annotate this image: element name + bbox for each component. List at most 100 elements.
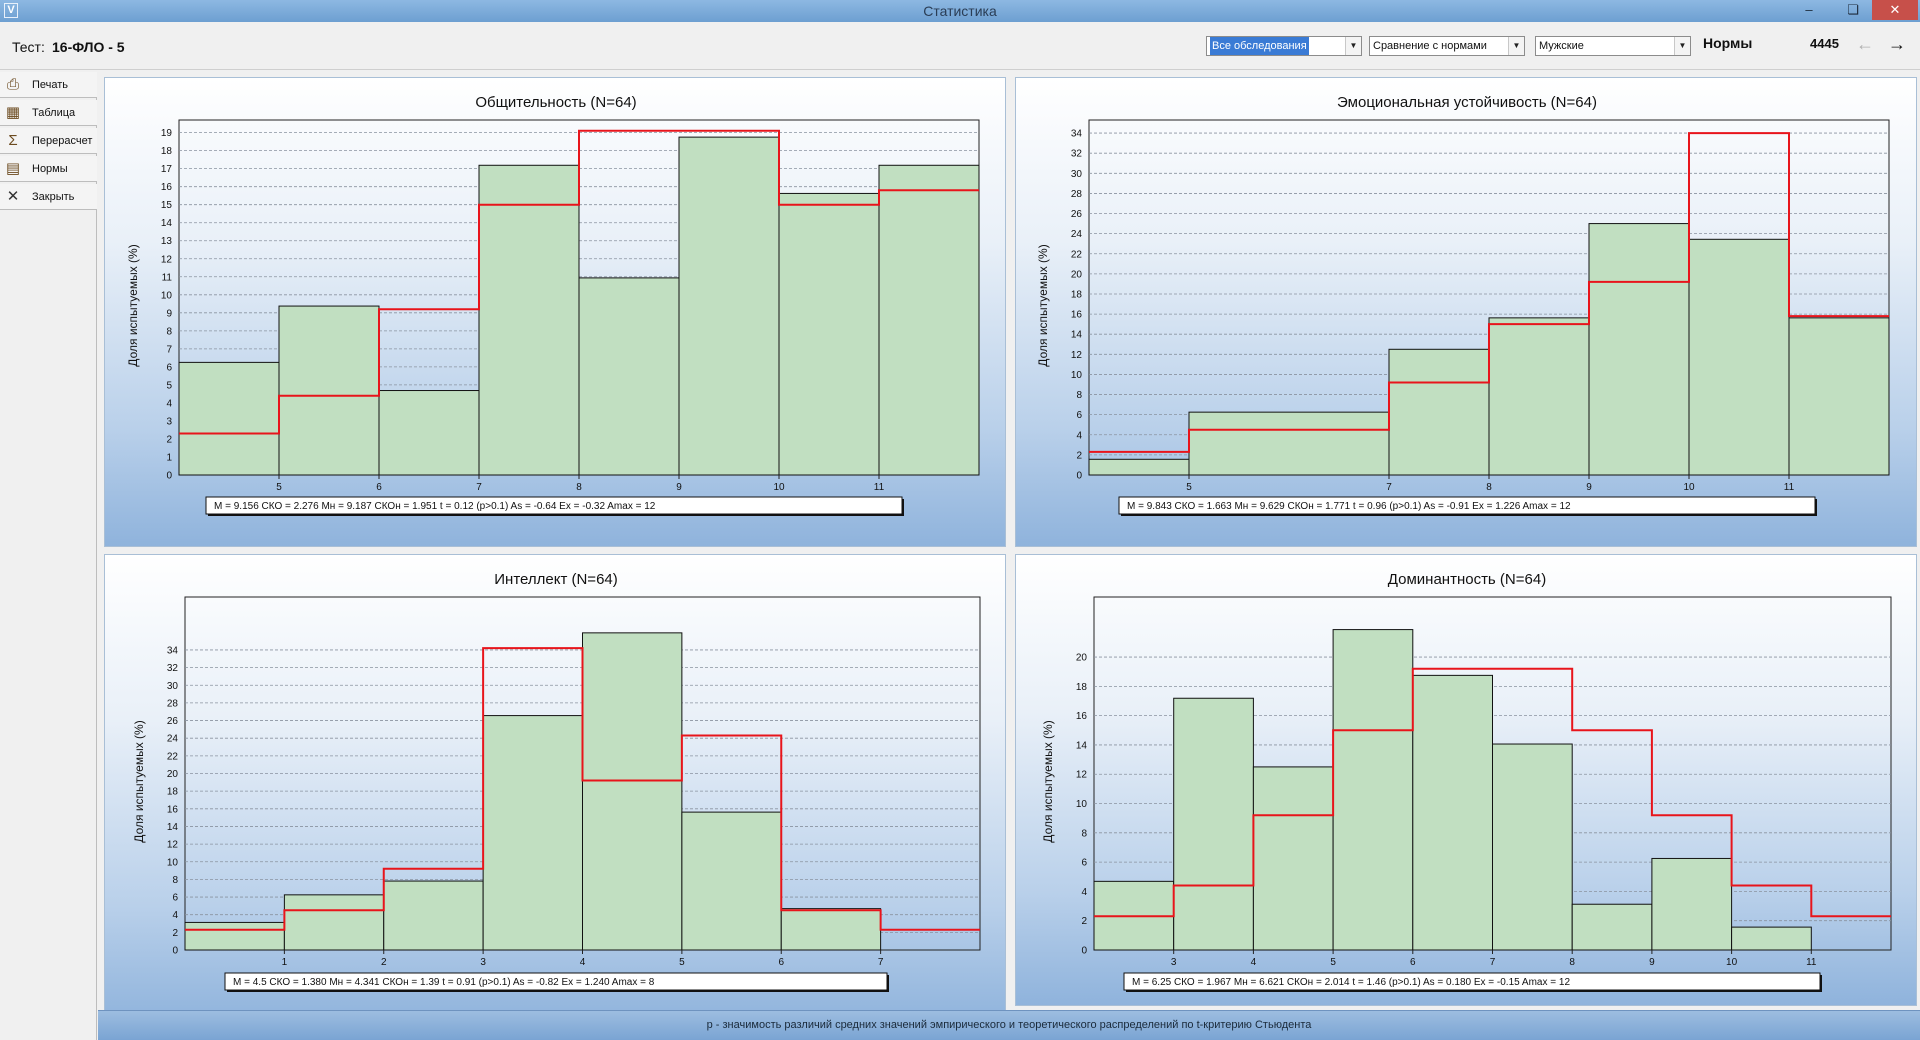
- norms-chart-icon: ▤: [5, 160, 21, 177]
- histogram-bar: [278, 305, 380, 476]
- y-tick-label: 6: [1076, 410, 1082, 421]
- x-tick-label: 6: [778, 957, 784, 968]
- chart-intellect: Интеллект (N=64)024681012141618202224262…: [132, 571, 981, 992]
- printer-icon: ⎙: [6, 76, 19, 93]
- x-tick-label: 4: [1251, 957, 1257, 968]
- x-tick-label: 7: [1386, 482, 1392, 493]
- y-tick-label: 14: [167, 822, 179, 833]
- y-tick-label: 34: [167, 645, 179, 656]
- histogram-bar: [578, 277, 680, 476]
- y-tick-label: 16: [1076, 711, 1088, 722]
- histogram-bar: [1688, 238, 1790, 476]
- x-tick-label: 7: [1490, 957, 1496, 968]
- y-tick-label: 28: [1071, 189, 1083, 200]
- y-tick-label: 18: [1076, 682, 1088, 693]
- histogram-bar: [1788, 317, 1890, 476]
- minimize-button[interactable]: –: [1805, 2, 1813, 17]
- y-tick-label: 17: [161, 164, 173, 175]
- y-tick-label: 4: [1076, 430, 1082, 441]
- x-tick-label: 3: [1171, 957, 1177, 968]
- y-tick-label: 24: [1071, 229, 1083, 240]
- x-tick-label: 10: [773, 482, 785, 493]
- histogram-bar: [1388, 348, 1490, 476]
- print-button[interactable]: ⎙ Печать: [0, 72, 97, 98]
- y-tick-label: 3: [166, 416, 172, 427]
- recalc-icon: Σ: [8, 132, 18, 149]
- y-tick-label: 22: [1071, 249, 1083, 260]
- y-tick-label: 1: [166, 452, 172, 463]
- y-tick-label: 0: [172, 946, 178, 957]
- histogram-bar: [678, 136, 780, 476]
- chevron-down-icon[interactable]: ▼: [1674, 37, 1690, 55]
- x-tick-label: 5: [276, 482, 282, 493]
- chart-title: Общительность (N=64): [475, 94, 636, 111]
- histogram-bar: [178, 361, 280, 476]
- arrow-right-icon[interactable]: →: [1888, 34, 1906, 54]
- y-tick-label: 4: [1081, 887, 1087, 898]
- x-tick-label: 10: [1683, 482, 1695, 493]
- stats-text: M = 6.25 СКО = 1.967 Мн = 6.621 СКОн = 2…: [1132, 977, 1570, 988]
- norms-label: Нормы: [1703, 35, 1753, 51]
- title-bar: V Статистика – ❏ ✕: [0, 0, 1920, 22]
- x-tick-label: 6: [1410, 957, 1416, 968]
- app-logo-icon: V: [4, 3, 18, 18]
- histogram-bar: [1571, 903, 1653, 951]
- histogram-bar: [383, 880, 484, 951]
- sidebar: ⎙ Печать ▦ Таблица Σ Перерасчет ▤ Нормы …: [0, 72, 97, 1040]
- y-tick-label: 16: [167, 804, 179, 815]
- y-tick-label: 10: [161, 290, 173, 301]
- histogram-bar: [1332, 629, 1414, 951]
- y-tick-label: 8: [1076, 390, 1082, 401]
- x-tick-label: 8: [1486, 482, 1492, 493]
- y-tick-label: 4: [166, 398, 172, 409]
- chart-title: Интеллект (N=64): [494, 571, 618, 588]
- close-button[interactable]: ✕ Закрыть: [0, 184, 97, 210]
- chart-panel-dominance: Доминантность (N=64) 0 2 4 6 8 10 12 14 16 18 20 3 4 5…: [1015, 554, 1917, 1006]
- mode-select[interactable]: Сравнение с нормами ▼: [1369, 36, 1525, 56]
- chevron-down-icon[interactable]: ▼: [1508, 37, 1524, 55]
- y-tick-label: 10: [167, 857, 179, 868]
- exam-select[interactable]: Все обследования ▼: [1206, 36, 1362, 56]
- norms-button-label: Нормы: [32, 163, 68, 175]
- recalc-button[interactable]: Σ Перерасчет: [0, 128, 97, 154]
- x-tick-label: 11: [1806, 957, 1817, 968]
- norms-button[interactable]: ▤ Нормы: [0, 156, 97, 182]
- y-tick-label: 13: [161, 236, 173, 247]
- y-tick-label: 34: [1071, 129, 1083, 140]
- chevron-down-icon[interactable]: ▼: [1345, 37, 1361, 55]
- norm-line: [179, 129, 979, 435]
- gender-select[interactable]: Мужские ▼: [1535, 36, 1691, 56]
- y-tick-label: 18: [161, 146, 173, 157]
- test-name: 16-ФЛО - 5: [52, 39, 125, 55]
- gender-select-value: Мужские: [1539, 40, 1584, 52]
- chart-panel-intellect: Интеллект (N=64) 0 2 4 6 8 10 12 14 16 18 20 22 24 26 2…: [104, 554, 1006, 1024]
- x-tick-label: 2: [381, 957, 387, 968]
- y-tick-label: 5: [166, 380, 172, 391]
- y-tick-label: 6: [166, 362, 172, 373]
- footer-note: p - значимость различий средних значений…: [98, 1010, 1920, 1040]
- stats-box: [224, 972, 888, 991]
- y-tick-label: 0: [1076, 471, 1082, 482]
- window-title: Статистика: [923, 3, 997, 19]
- restore-button[interactable]: ❏: [1847, 2, 1859, 17]
- close-window-button[interactable]: ✕: [1872, 0, 1918, 20]
- x-tick-label: 7: [878, 957, 884, 968]
- table-button[interactable]: ▦ Таблица: [0, 100, 97, 126]
- y-tick-label: 30: [1071, 169, 1083, 180]
- y-tick-label: 20: [167, 769, 179, 780]
- norms-count: 4445: [1810, 36, 1839, 51]
- y-tick-label: 26: [167, 716, 179, 727]
- y-axis-label: Доля испытуемых (%): [132, 720, 146, 842]
- arrow-left-icon[interactable]: ←: [1856, 34, 1874, 54]
- chart-emotional-stability: Эмоциональная устойчивость (N=64)0246810…: [1036, 94, 1890, 516]
- x-tick-label: 5: [1186, 482, 1192, 493]
- y-tick-label: 11: [162, 272, 173, 283]
- y-tick-label: 8: [172, 875, 178, 886]
- stats-box: [1118, 496, 1816, 515]
- y-tick-label: 20: [1076, 653, 1088, 664]
- x-tick-label: 1: [282, 957, 288, 968]
- y-axis-label: Доля испытуемых (%): [126, 244, 140, 366]
- norm-line: [1094, 667, 1891, 918]
- norm-line: [185, 647, 980, 931]
- y-tick-label: 16: [161, 182, 173, 193]
